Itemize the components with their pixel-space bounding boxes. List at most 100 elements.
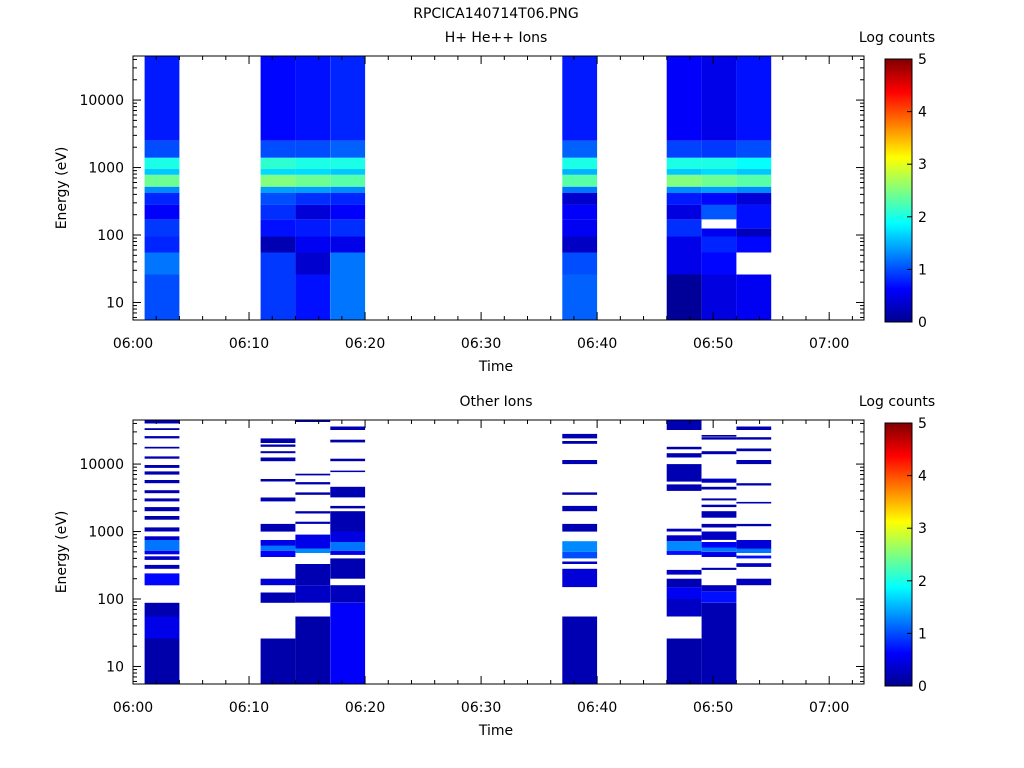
- spectrogram-cell: [701, 228, 737, 237]
- spectrogram-cell: [562, 169, 598, 175]
- colorbar: [884, 58, 913, 323]
- spectrogram-cell: [666, 174, 702, 187]
- spectrogram-cell: [260, 578, 296, 586]
- spectrogram-cell: [144, 480, 180, 484]
- spectrogram-cell: [666, 578, 702, 588]
- colorbar-tick-label: 0: [918, 679, 927, 695]
- spectrogram-cell: [144, 638, 180, 684]
- spectrogram-cell: [260, 438, 296, 443]
- panel-other-ions: Other Ions 06:00 06:10 06:20 06:30 06:40 06:5…: [54, 394, 935, 739]
- axes: 06:00 06:10 06:20 06:30 06:40 06:50 07:00 10 100…: [79, 56, 864, 352]
- spectrogram-cell: [144, 186, 180, 193]
- spectrogram-cell: [736, 157, 772, 170]
- colorbar-tick-label: 2: [918, 574, 927, 590]
- spectrogram-cell: [330, 511, 366, 532]
- panel-title: H+ He++ Ions: [445, 30, 548, 46]
- spectrogram-cell: [701, 435, 737, 437]
- spectrogram-cell: [701, 551, 737, 557]
- spectrogram-cell: [701, 542, 737, 548]
- spectrogram-cell: [666, 484, 702, 491]
- spectrogram-cell: [144, 456, 180, 459]
- spectrogram-cell: [701, 567, 737, 570]
- colorbar-tick-label: 0: [918, 315, 927, 331]
- spectrogram-cell: [701, 523, 737, 528]
- colorbar-tick-label: 4: [918, 105, 927, 121]
- spectrogram-cell: [701, 451, 737, 455]
- spectrogram-cell: [144, 219, 180, 237]
- spectrogram-cell: [701, 591, 737, 603]
- spectrogram-cell: [666, 186, 702, 193]
- spectrogram-cell: [562, 492, 598, 495]
- spectrogram-cell: [562, 441, 598, 444]
- spectrogram-cell: [666, 236, 702, 253]
- spectrogram-cell: [295, 521, 331, 524]
- spectrogram-cell: [295, 420, 331, 422]
- spectrogram-cell: [666, 464, 702, 482]
- x-axis-label: Time: [478, 723, 513, 739]
- colorbar-tick-label: 1: [918, 626, 927, 642]
- spectrogram-cell: [330, 486, 366, 498]
- spectrogram-cell: [144, 498, 180, 502]
- x-tick-label: 06:00: [113, 336, 153, 352]
- figure-title: RPCICA140714T06.PNG: [413, 6, 578, 22]
- spectrogram-cell: [701, 547, 737, 552]
- spectrogram-cell: [330, 219, 366, 237]
- y-axis-label: Energy (eV): [54, 511, 70, 594]
- spectrogram-cell: [736, 169, 772, 175]
- colorbar-tick-label: 3: [918, 157, 927, 173]
- spectrogram-cell: [736, 204, 772, 229]
- colorbar-tick-label: 5: [918, 52, 927, 68]
- spectrogram-cell: [666, 56, 702, 141]
- spectrogram-cell: [562, 433, 598, 439]
- spectrogram-cell: [736, 548, 772, 553]
- spectrogram-cell: [144, 490, 180, 494]
- spectrogram-cell: [736, 56, 772, 141]
- spectrogram-cell: [736, 426, 772, 430]
- spectrogram-cell: [562, 56, 598, 141]
- colorbar-label: Log counts: [859, 394, 935, 410]
- spectrogram-cell: [144, 56, 180, 141]
- spectrogram-cell: [330, 602, 366, 684]
- spectrogram-cell: [666, 638, 702, 684]
- spectrogram-cell: [701, 602, 737, 684]
- x-tick-label: 06:10: [229, 700, 269, 716]
- spectrogram-cell: [295, 274, 331, 320]
- spectrogram-cell: [562, 186, 598, 193]
- spectrogram-cell: [562, 193, 598, 205]
- spectrogram-cell: [295, 564, 331, 586]
- spectrogram-cell: [562, 174, 598, 187]
- x-tick-label: 06:30: [461, 336, 501, 352]
- spectrogram-cell: [666, 453, 702, 458]
- x-tick-label: 07:00: [809, 336, 849, 352]
- colorbar-label: Log counts: [859, 30, 935, 46]
- spectrogram-cell: [260, 169, 296, 175]
- spectrogram-cell: [330, 186, 366, 193]
- spectrogram-cell: [562, 561, 598, 564]
- spectrogram-cell: [330, 193, 366, 205]
- spectrogram-cell: [330, 426, 366, 430]
- y-tick-label: 1000: [88, 525, 124, 541]
- spectrogram-cell: [701, 56, 737, 141]
- spectrogram-cell: [562, 252, 598, 275]
- spectrogram-cell: [144, 140, 180, 158]
- spectrogram-cell: [295, 534, 331, 549]
- spectrogram-cell: [701, 169, 737, 175]
- spectrogram-cell: [144, 274, 180, 320]
- spectrogram-cell: [736, 483, 772, 486]
- spectrogram-cell: [260, 592, 296, 603]
- panel-title: Other Ions: [459, 394, 532, 410]
- spectrogram-cell: [736, 578, 772, 586]
- spectrogram-cell: [666, 274, 702, 320]
- spectrogram-cell: [144, 564, 180, 569]
- spectrogram-cell: [330, 252, 366, 320]
- spectrogram-cell: [701, 498, 737, 501]
- spectrogram-cell: [144, 536, 180, 540]
- spectrogram-cell: [144, 157, 180, 170]
- spectrogram-cell: [260, 157, 296, 170]
- spectrogram-cell: [260, 204, 296, 220]
- spectrogram-cell: [144, 236, 180, 253]
- spectrogram-cell: [562, 551, 598, 559]
- spectrogram-cell: [666, 193, 702, 205]
- spectrogram-cell: [295, 548, 331, 553]
